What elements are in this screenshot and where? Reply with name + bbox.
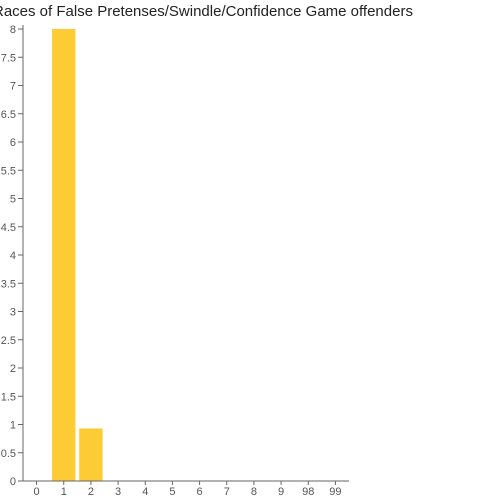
y-tick-label: 2.5 bbox=[1, 335, 16, 347]
y-tick-label: 8 bbox=[10, 24, 16, 36]
x-tick-label: 9 bbox=[278, 486, 284, 498]
x-tick-label: 2 bbox=[88, 486, 94, 498]
y-tick-label: 6 bbox=[10, 137, 16, 149]
chart-title: Races of False Pretenses/Swindle/Confide… bbox=[0, 3, 413, 20]
x-tick-label: 5 bbox=[169, 486, 175, 498]
y-tick-label: 2 bbox=[10, 363, 16, 375]
x-axis-ticks: 0 1 2 3 4 5 6 7 8 9 98 99 bbox=[34, 481, 342, 498]
x-tick-label: 8 bbox=[251, 486, 257, 498]
x-tick-label: 7 bbox=[224, 486, 230, 498]
bar-2 bbox=[79, 428, 103, 481]
y-tick-label: 0 bbox=[10, 476, 16, 488]
y-tick-label: 7 bbox=[10, 81, 16, 93]
x-tick-label: 1 bbox=[61, 486, 67, 498]
y-tick-label: 3 bbox=[10, 307, 16, 319]
x-tick-label: 0 bbox=[34, 486, 40, 498]
y-tick-label: 0.5 bbox=[1, 448, 16, 460]
x-tick-label: 4 bbox=[142, 486, 148, 498]
y-tick-label: 4 bbox=[10, 250, 16, 262]
y-tick-label: 5.5 bbox=[1, 165, 16, 177]
bar-1 bbox=[52, 29, 76, 481]
y-tick-label: 6.5 bbox=[1, 109, 16, 121]
y-tick-label: 4.5 bbox=[1, 222, 16, 234]
bars bbox=[52, 29, 103, 481]
x-tick-label: 3 bbox=[115, 486, 121, 498]
x-tick-label: 6 bbox=[197, 486, 203, 498]
y-tick-label: 3.5 bbox=[1, 278, 16, 290]
y-tick-label: 7.5 bbox=[1, 52, 16, 64]
x-tick-label: 99 bbox=[329, 486, 341, 498]
y-tick-label: 5 bbox=[10, 194, 16, 206]
y-tick-label: 1.5 bbox=[1, 391, 16, 403]
y-tick-label: 1 bbox=[10, 420, 16, 432]
x-tick-label: 98 bbox=[302, 486, 314, 498]
y-axis-ticks: 0 0.5 1 1.5 2 2.5 3 3.5 4 4.5 5 5.5 6 6.5 7 7.5 8 bbox=[1, 24, 23, 488]
